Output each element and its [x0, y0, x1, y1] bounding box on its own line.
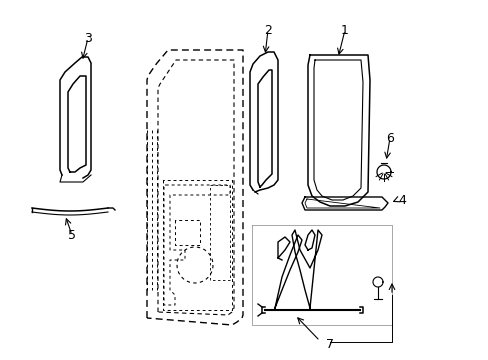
Text: 5: 5	[68, 229, 76, 242]
Text: 7: 7	[325, 338, 333, 351]
Text: 4: 4	[397, 194, 405, 207]
Text: 2: 2	[264, 23, 271, 36]
Text: 3: 3	[84, 32, 92, 45]
Text: 1: 1	[340, 23, 348, 36]
Text: 6: 6	[385, 131, 393, 144]
